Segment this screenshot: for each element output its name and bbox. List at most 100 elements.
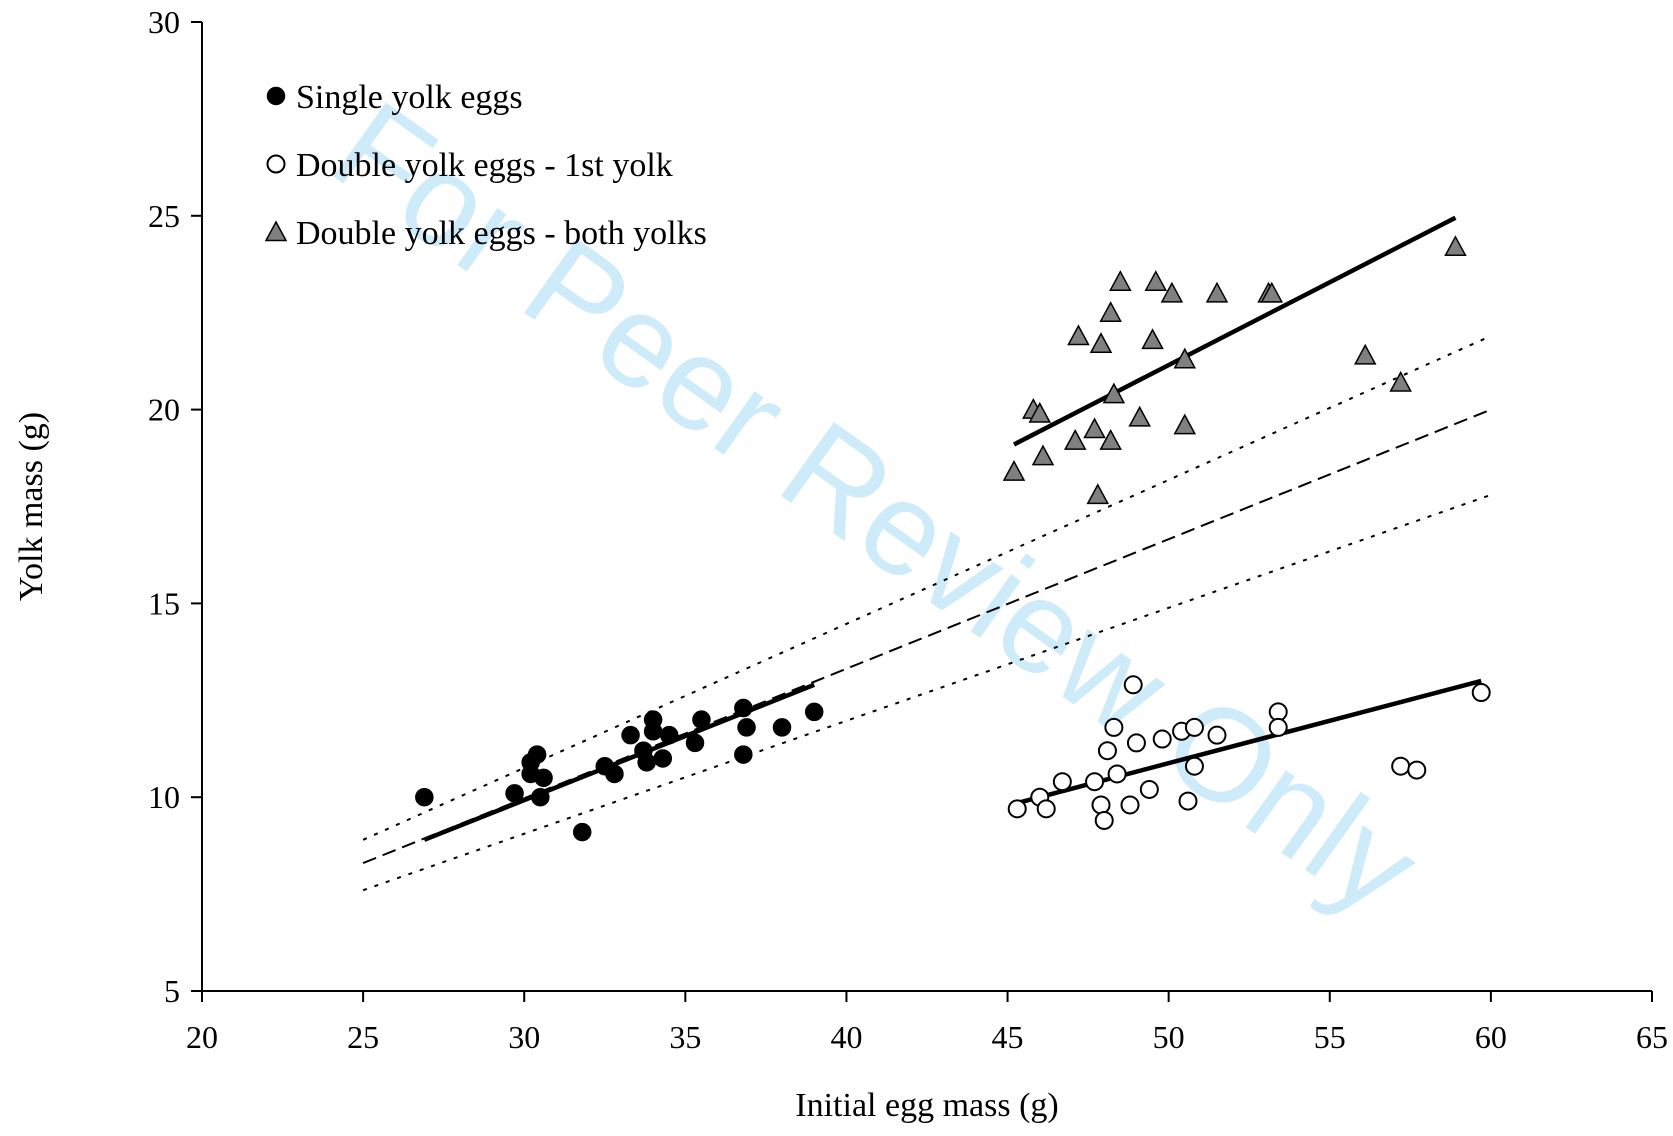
- data-point: [1052, 772, 1072, 792]
- data-point: [1104, 717, 1124, 737]
- data-point: [1391, 756, 1411, 776]
- data-point: [527, 745, 547, 764]
- data-point: [1184, 717, 1204, 737]
- data-point: [1063, 429, 1087, 450]
- y-tick-label: 30: [148, 4, 180, 40]
- data-point: [1086, 483, 1110, 505]
- data-point: [1205, 281, 1229, 303]
- data-point: [1094, 810, 1114, 830]
- data-point: [1099, 301, 1122, 322]
- data-point: [1102, 382, 1126, 404]
- watermark-text: For Peer Review Only: [308, 73, 1444, 942]
- data-point: [692, 710, 711, 729]
- data-point: [1123, 675, 1143, 695]
- y-tick-label: 10: [148, 779, 180, 815]
- x-axis-title: Initial egg mass (g): [795, 1087, 1058, 1124]
- data-point: [572, 822, 592, 842]
- x-tick-label: 65: [1636, 1019, 1668, 1055]
- data-point: [637, 753, 656, 772]
- y-tick-label: 20: [148, 392, 180, 428]
- data-point: [621, 725, 640, 745]
- x-tick-label: 35: [669, 1019, 701, 1055]
- data-point: [1144, 270, 1168, 291]
- data-point: [534, 768, 553, 788]
- legend-label: Single yolk eggs: [296, 79, 523, 116]
- data-point: [734, 698, 753, 718]
- data-point: [1085, 772, 1105, 792]
- legend-label: Double yolk eggs - 1st yolk: [296, 147, 673, 184]
- data-point: [1268, 702, 1288, 722]
- data-point: [643, 722, 663, 741]
- data-point: [1353, 343, 1377, 365]
- x-tick-label: 20: [186, 1019, 218, 1055]
- data-point: [1031, 444, 1055, 466]
- series-double-yolk-eggs-1st-yolk: [1007, 675, 1491, 830]
- data-point: [653, 749, 673, 768]
- legend-item-double-yolk-eggs-1st-yolk: Double yolk eggs - 1st yolk: [266, 147, 673, 184]
- reference-line-dotted: [362, 335, 1492, 841]
- x-tick-label: 25: [347, 1019, 379, 1055]
- regression-line-single-yolk-eggs: [423, 682, 816, 842]
- data-point: [1126, 733, 1146, 753]
- y-axis-title: Yolk mass (g): [13, 412, 50, 601]
- data-point: [531, 787, 550, 807]
- y-tick-label: 15: [148, 585, 180, 621]
- data-point: [734, 745, 753, 764]
- data-point: [685, 733, 705, 753]
- data-point: [1109, 270, 1132, 291]
- data-point: [1444, 235, 1467, 257]
- data-point: [804, 702, 824, 722]
- data-point: [1028, 401, 1052, 423]
- legend-item-single-yolk-eggs: Single yolk eggs: [266, 79, 523, 116]
- data-point: [505, 784, 524, 803]
- legend-marker-circle-open: [266, 154, 286, 174]
- data-point: [415, 787, 434, 807]
- data-point: [1099, 429, 1122, 450]
- data-point: [1184, 756, 1204, 776]
- data-point: [1268, 717, 1288, 737]
- legend-marker-triangle: [264, 220, 288, 242]
- regression-line-double-yolk-eggs-both-yolks: [1012, 215, 1457, 447]
- watermark: For Peer Review Only: [308, 73, 1444, 942]
- data-point: [1178, 791, 1198, 811]
- data-point: [1173, 347, 1197, 369]
- axes: 20 25 30 35 40 45 50 55 60 65 5 10 15 20 25 30: [148, 4, 1668, 1055]
- legend-item-double-yolk-eggs-both-yolks: Double yolk eggs - both yolks: [264, 215, 707, 252]
- data-point: [1389, 370, 1412, 392]
- data-point: [772, 718, 792, 737]
- data-point: [1107, 764, 1127, 784]
- data-point: [1128, 405, 1151, 427]
- data-point: [737, 718, 756, 737]
- x-tick-label: 40: [830, 1019, 862, 1055]
- series-single-yolk-eggs: [415, 698, 824, 842]
- x-tick-label: 55: [1314, 1019, 1346, 1055]
- data-point: [1141, 328, 1164, 350]
- x-tick-label: 45: [992, 1019, 1024, 1055]
- data-point: [1067, 324, 1090, 346]
- data-point: [659, 725, 679, 745]
- data-point: [1120, 795, 1140, 815]
- data-point: [1091, 795, 1111, 815]
- data-point: [1260, 281, 1284, 303]
- data-point: [1173, 413, 1197, 435]
- data-point: [1471, 683, 1491, 703]
- data-point: [1002, 460, 1026, 481]
- x-tick-label: 60: [1475, 1019, 1507, 1055]
- data-point: [1160, 281, 1184, 303]
- legend-label: Double yolk eggs - both yolks: [296, 215, 707, 252]
- data-point: [1152, 729, 1172, 749]
- data-point: [1089, 332, 1113, 353]
- data-points: [415, 235, 1491, 842]
- legend-marker-circle-filled: [266, 86, 286, 106]
- data-point: [1007, 799, 1027, 819]
- data-point: [1083, 417, 1106, 439]
- legend: Single yolk eggs Double yolk eggs - 1st y…: [264, 79, 707, 252]
- data-point: [605, 764, 624, 784]
- data-point: [1407, 760, 1427, 780]
- data-point: [1139, 779, 1159, 799]
- series-double-yolk-eggs-both-yolks: [1002, 235, 1467, 505]
- y-tick-label: 5: [164, 973, 180, 1009]
- data-point: [1097, 741, 1117, 761]
- data-point: [1036, 799, 1056, 819]
